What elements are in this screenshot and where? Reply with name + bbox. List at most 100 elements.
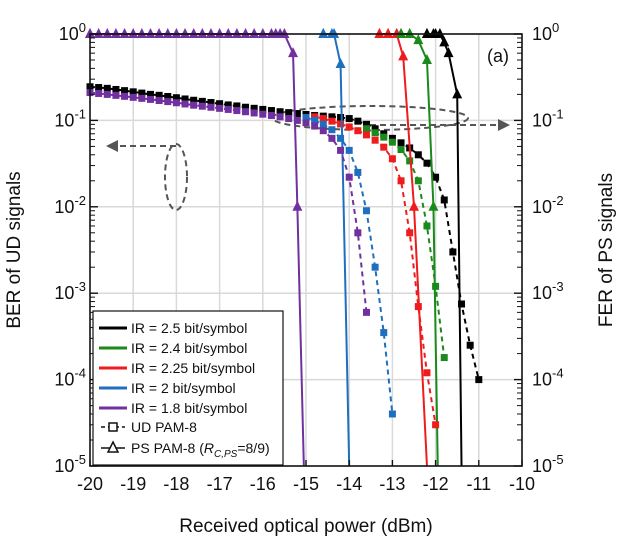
ps-data-point: [257, 28, 268, 38]
ps-data-point: [421, 54, 432, 65]
ud-data-point: [354, 117, 362, 125]
right-axis-arrowhead: [498, 119, 510, 131]
x-tick-label: -14: [336, 474, 362, 494]
ps-data-point: [249, 28, 260, 38]
ud-data-point: [371, 136, 379, 144]
x-tick-label: -17: [207, 474, 233, 494]
ps-data-point: [180, 28, 191, 38]
ud-data-point: [319, 127, 327, 135]
ud-data-point: [121, 92, 129, 100]
x-tick-label: -18: [163, 474, 189, 494]
y-tick-label-left: 10-4: [54, 366, 86, 390]
ud-data-point: [259, 110, 267, 118]
legend-ps-label: PS PAM-8 (RC,PS=8/9): [131, 440, 270, 460]
ud-data-point: [267, 107, 275, 115]
ud-data-point: [216, 104, 224, 112]
legend-ir-label: IR = 2.25 bit/symbol: [131, 360, 255, 376]
ud-data-point: [198, 102, 206, 110]
ud-data-point: [319, 115, 327, 123]
ud-data-point: [345, 173, 353, 181]
ud-data-point: [380, 143, 388, 151]
y-tick-label-left: 10-2: [54, 193, 86, 217]
ud-data-point: [362, 207, 370, 215]
ud-data-point: [103, 84, 111, 92]
ud-data-point: [207, 99, 215, 107]
x-tick-label: -12: [423, 474, 449, 494]
ud-data-point: [362, 120, 370, 128]
ud-data-point: [103, 90, 111, 98]
ps-data-point: [439, 36, 450, 47]
ps-top-markers: [85, 28, 441, 38]
ps-data-point: [452, 88, 463, 99]
ps-data-point: [398, 50, 409, 61]
ud-data-point: [259, 105, 267, 113]
y-tick-label-right: 10-1: [532, 106, 564, 130]
ud-data-point: [388, 410, 396, 418]
ud-data-point: [397, 139, 405, 147]
ud-data-point: [293, 110, 301, 118]
ud-data-point: [293, 116, 301, 124]
ud-data-point: [190, 96, 198, 104]
ud-series-line: [89, 85, 480, 380]
ud-data-point: [250, 109, 258, 117]
y-tick-label-right: 10-2: [532, 193, 564, 217]
ud-data-point: [380, 329, 388, 337]
ud-data-point: [267, 111, 275, 119]
ud-data-point: [164, 98, 172, 106]
ps-data-point: [214, 28, 225, 38]
x-tick-label: -20: [77, 474, 103, 494]
ud-data-point: [371, 129, 379, 137]
ps-data-point: [231, 28, 242, 38]
ud-data-point: [181, 95, 189, 103]
ud-data-point: [112, 85, 120, 93]
ud-data-point: [406, 157, 414, 165]
ps-data-point: [413, 34, 424, 45]
ud-data-point: [475, 376, 483, 384]
ud-data-point: [328, 117, 336, 125]
ud-data-point: [371, 125, 379, 133]
x-tick-label: -10: [509, 474, 535, 494]
ps-data-point: [110, 28, 121, 38]
ud-data-point: [354, 229, 362, 237]
ps-data-point: [162, 28, 173, 38]
ud-data-point: [458, 300, 466, 308]
ps-data-point: [292, 200, 303, 211]
ud-data-point: [224, 105, 232, 113]
ud-data-point: [242, 103, 250, 111]
ud-data-point: [207, 103, 215, 111]
ud-data-point: [198, 97, 206, 105]
ud-data-point: [345, 123, 353, 131]
ud-data-point: [138, 94, 146, 102]
y-tick-label-right: 10-3: [532, 279, 564, 303]
ud-data-point: [388, 134, 396, 142]
ud-data-point: [276, 113, 284, 121]
ud-data-point: [432, 421, 440, 429]
ud-data-point: [414, 177, 422, 185]
ud-data-point: [146, 95, 154, 103]
ud-data-point: [362, 308, 370, 316]
ud-data-point: [276, 108, 284, 116]
ud-data-point: [328, 134, 336, 142]
ud-data-point: [129, 93, 137, 101]
legend-ud-marker: [108, 422, 118, 432]
ud-data-point: [302, 119, 310, 127]
ud-data-point: [172, 99, 180, 107]
ps-data-point: [409, 200, 419, 211]
ps-data-point: [374, 28, 385, 38]
ps-data-point: [383, 28, 394, 38]
ud-data-point: [440, 354, 448, 362]
legend-ir-entries: IR = 2.5 bit/symbol IR = 2.4 bit/symbol IR…: [99, 320, 255, 416]
ud-data-point: [328, 126, 336, 134]
legend-ud-label: UD PAM-8: [131, 419, 197, 435]
left-axis-group-ellipse: [164, 143, 188, 211]
ps-data-point: [326, 28, 337, 38]
legend-ps-prefix: PS PAM-8 (: [131, 440, 204, 456]
ud-data-point: [423, 369, 431, 377]
ud-data-point: [155, 96, 163, 104]
ud-data-point: [380, 133, 388, 141]
ps-data-point: [443, 47, 454, 58]
ud-data-point: [337, 134, 345, 142]
ps-data-point: [318, 28, 329, 38]
ps-data-point: [188, 28, 199, 38]
